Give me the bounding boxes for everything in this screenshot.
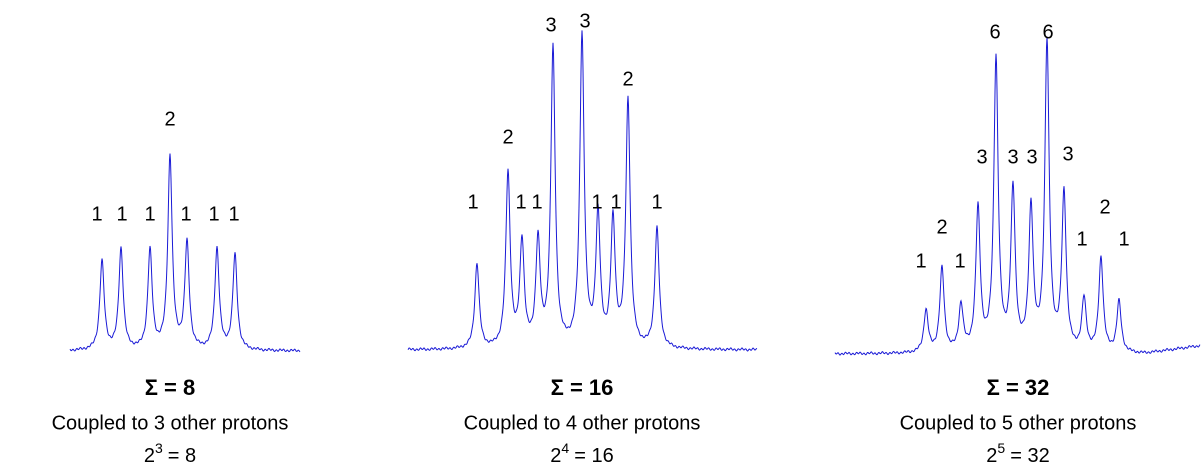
formula: 24 = 16 bbox=[550, 440, 613, 467]
peak-label: 3 bbox=[579, 10, 590, 32]
peak-label: 2 bbox=[502, 126, 513, 148]
sum-label: Σ = 8 bbox=[145, 375, 196, 400]
sum-label: Σ = 32 bbox=[987, 375, 1050, 400]
formula-base: 2 bbox=[986, 445, 997, 467]
peak-label: 1 bbox=[651, 191, 662, 213]
peak-label: 6 bbox=[1042, 21, 1053, 43]
peak-label: 3 bbox=[1007, 146, 1018, 168]
formula-result: = 8 bbox=[168, 445, 196, 467]
caption: Coupled to 3 other protons bbox=[52, 412, 289, 434]
formula: 23 = 8 bbox=[144, 440, 196, 467]
peak-label: 3 bbox=[1062, 143, 1073, 165]
peak-label: 3 bbox=[545, 14, 556, 36]
formula-exponent: 3 bbox=[155, 440, 163, 456]
peak-label: 1 bbox=[228, 203, 239, 225]
peak-label: 1 bbox=[591, 191, 602, 213]
peak-label: 1 bbox=[208, 203, 219, 225]
peak-label: 2 bbox=[936, 216, 947, 238]
peak-label: 1 bbox=[1076, 228, 1087, 250]
formula-result: = 32 bbox=[1010, 445, 1049, 467]
peak-label: 2 bbox=[164, 108, 175, 130]
caption: Coupled to 5 other protons bbox=[900, 412, 1137, 434]
peak-label: 1 bbox=[954, 250, 965, 272]
peak-label: 3 bbox=[1026, 146, 1037, 168]
peak-label: 2 bbox=[1099, 196, 1110, 218]
sum-label: Σ = 16 bbox=[551, 375, 614, 400]
peak-label: 1 bbox=[116, 203, 127, 225]
peak-label: 1 bbox=[180, 203, 191, 225]
peak-label: 1 bbox=[531, 191, 542, 213]
peak-label: 1 bbox=[515, 191, 526, 213]
peak-label: 1 bbox=[1118, 228, 1129, 250]
formula-base: 2 bbox=[550, 445, 561, 467]
spectrum bbox=[407, 30, 758, 352]
peak-label: 6 bbox=[989, 21, 1000, 43]
spectrum bbox=[69, 153, 301, 353]
formula-result: = 16 bbox=[574, 445, 613, 467]
peak-label: 1 bbox=[467, 191, 478, 213]
spectrum bbox=[834, 36, 1201, 356]
peak-label: 2 bbox=[622, 68, 633, 90]
formula-base: 2 bbox=[144, 445, 155, 467]
formula-exponent: 4 bbox=[561, 440, 569, 456]
peak-label: 1 bbox=[915, 250, 926, 272]
caption: Coupled to 4 other protons bbox=[464, 412, 701, 434]
peak-label: 1 bbox=[144, 203, 155, 225]
peak-label: 1 bbox=[91, 203, 102, 225]
peak-label: 1 bbox=[610, 191, 621, 213]
formula-exponent: 5 bbox=[997, 440, 1005, 456]
formula: 25 = 32 bbox=[986, 440, 1049, 467]
peak-label: 3 bbox=[976, 146, 987, 168]
